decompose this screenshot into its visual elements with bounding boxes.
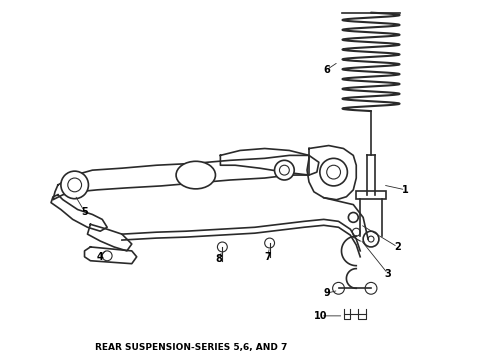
Text: 5: 5 xyxy=(81,207,88,216)
Polygon shape xyxy=(84,247,137,264)
Text: 8: 8 xyxy=(215,254,222,264)
Text: 7: 7 xyxy=(264,252,271,262)
Circle shape xyxy=(365,282,377,294)
Circle shape xyxy=(333,282,344,294)
Ellipse shape xyxy=(176,161,216,189)
Text: 1: 1 xyxy=(402,185,409,195)
Text: 2: 2 xyxy=(394,242,401,252)
Circle shape xyxy=(218,242,227,252)
Text: 10: 10 xyxy=(314,311,327,321)
Circle shape xyxy=(320,158,347,186)
Polygon shape xyxy=(307,145,356,200)
Polygon shape xyxy=(88,224,132,251)
Circle shape xyxy=(265,238,274,248)
Text: 6: 6 xyxy=(323,65,330,75)
Polygon shape xyxy=(220,148,319,175)
Circle shape xyxy=(61,171,89,199)
Circle shape xyxy=(274,160,294,180)
Text: 9: 9 xyxy=(323,288,330,298)
Polygon shape xyxy=(51,195,107,231)
Text: 4: 4 xyxy=(97,252,104,262)
Polygon shape xyxy=(53,156,309,200)
Text: 3: 3 xyxy=(384,269,391,279)
Text: REAR SUSPENSION-SERIES 5,6, AND 7: REAR SUSPENSION-SERIES 5,6, AND 7 xyxy=(95,343,287,352)
